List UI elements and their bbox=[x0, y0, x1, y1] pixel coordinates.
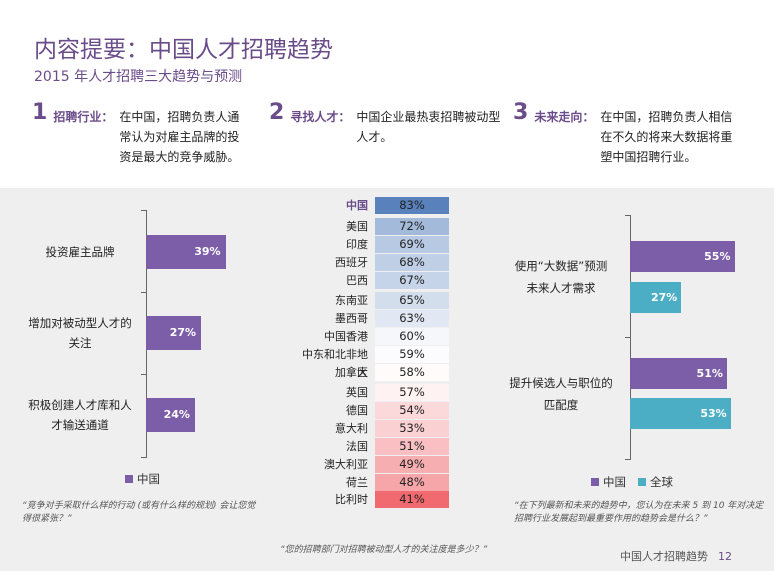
trend-body: 在中国，招聘负责人通常认为对雇主品牌的投资是最大的竞争威胁。 bbox=[119, 110, 240, 164]
footer: 中国人才招聘趋势 12 bbox=[620, 548, 732, 564]
heatmap-cell: 65% bbox=[375, 292, 449, 309]
heatmap-cell: 63% bbox=[375, 310, 449, 327]
trend-heading: 未来走向： bbox=[534, 110, 595, 124]
bar-china bbox=[146, 316, 202, 350]
trend-body: 中国企业最热衷招聘被动型人才。 bbox=[356, 110, 501, 144]
heatmap-cell: 51% bbox=[375, 438, 449, 455]
axis-tick bbox=[141, 292, 146, 293]
heatmap-cell: 68% bbox=[375, 254, 449, 271]
bar-china bbox=[146, 235, 226, 269]
trend-heading: 招聘行业： bbox=[53, 110, 114, 124]
axis-tick bbox=[141, 210, 146, 211]
heatmap-country-label: 中东和北非地区 bbox=[302, 348, 368, 379]
page-number: 12 bbox=[718, 550, 732, 563]
legend-swatch-global bbox=[638, 478, 646, 486]
heatmap-cell: 83% bbox=[375, 197, 449, 214]
axis-tick bbox=[141, 374, 146, 375]
heatmap-cell: 72% bbox=[375, 218, 449, 235]
heatmap-country-label: 加拿大 bbox=[335, 366, 368, 379]
heatmap-cell: 60% bbox=[375, 328, 449, 345]
heatmap-cell: 41% bbox=[375, 491, 449, 508]
heatmap-country-label: 美国 bbox=[346, 220, 368, 233]
heatmap-country-label: 墨西哥 bbox=[335, 312, 368, 325]
middle-note: “您的招聘部门对招聘被动型人才的关注度是多少？” bbox=[280, 545, 488, 555]
page-subtitle: 2015 年人才招聘三大趋势与预测 bbox=[34, 69, 243, 85]
legend-label-china: 中国 bbox=[603, 475, 626, 489]
heatmap-cell: 58% bbox=[375, 364, 449, 381]
axis-tick bbox=[625, 337, 630, 338]
heatmap-country-label: 意大利 bbox=[335, 422, 368, 435]
bar-value-label: 39% bbox=[194, 245, 221, 258]
heatmap-cell: 54% bbox=[375, 402, 449, 419]
heatmap-country-label: 澳大利亚 bbox=[324, 458, 368, 471]
category-label: 提升候选人与职位的 匹配度 bbox=[509, 375, 613, 412]
footer-text: 中国人才招聘趋势 bbox=[620, 550, 708, 563]
heatmap-cell: 48% bbox=[375, 474, 449, 491]
bar-value-label: 27% bbox=[169, 326, 197, 339]
bar-value-label: 53% bbox=[700, 407, 727, 420]
y-axis-line bbox=[630, 215, 631, 460]
axis-tick bbox=[625, 215, 630, 216]
heatmap-country-label: 西班牙 bbox=[335, 256, 368, 269]
heatmap-cell: 67% bbox=[375, 272, 449, 289]
heatmap-country-label: 英国 bbox=[346, 386, 368, 399]
bar-china bbox=[630, 358, 727, 389]
heatmap-country-label: 巴西 bbox=[346, 274, 368, 287]
bar-global bbox=[630, 282, 682, 313]
bar-china bbox=[146, 398, 195, 432]
category-label: 投资雇主品牌 bbox=[45, 245, 115, 259]
heatmap-country-label: 东南亚 bbox=[335, 294, 368, 307]
heatmap-country-label: 法国 bbox=[346, 440, 368, 453]
page-title: 内容提要：中国人才招聘趋势 bbox=[34, 37, 333, 63]
category-label: 积极创建人才库和人 才输送通道 bbox=[28, 398, 132, 432]
heatmap-cell: 49% bbox=[375, 456, 449, 473]
heatmap-country-label: 中国 bbox=[346, 199, 368, 212]
heatmap-cell: 53% bbox=[375, 420, 449, 437]
category-label: 增加对被动型人才的 关注 bbox=[28, 316, 132, 350]
heatmap-cell: 57% bbox=[375, 384, 449, 401]
bar-global bbox=[630, 398, 731, 429]
bar-china bbox=[630, 241, 735, 272]
left-legend: 中国 bbox=[125, 471, 160, 487]
legend-label-china: 中国 bbox=[137, 472, 160, 486]
heatmap-country-label: 荷兰 bbox=[346, 476, 368, 489]
bar-value-label: 24% bbox=[163, 408, 190, 421]
right-legend: 中国 全球 bbox=[591, 474, 673, 490]
heatmap-cell: 59% bbox=[375, 346, 449, 363]
bar-value-label: 55% bbox=[704, 250, 731, 263]
right-note: “在下列最新和未来的趋势中，您认为在未来 5 到 10 年对决定招聘行业发展起到… bbox=[514, 501, 764, 524]
trend-2: 2 寻找人才： 中国企业最热衷招聘被动型人才。 bbox=[269, 100, 506, 147]
left-note: “竞争对手采取什么样的行动 (或有什么样的规划) 会让您觉得很紧张？” bbox=[22, 501, 256, 524]
heatmap-country-label: 比利时 bbox=[335, 493, 368, 506]
trend-number: 2 bbox=[269, 100, 285, 125]
trend-number: 1 bbox=[32, 100, 48, 125]
trend-3: 3 未来走向： 在中国，招聘负责人相信在不久的将来大数据将重塑中国招聘行业。 bbox=[513, 100, 734, 167]
trend-number: 3 bbox=[513, 100, 529, 125]
heatmap-country-label: 中国香港 bbox=[324, 330, 368, 343]
legend-swatch-china bbox=[591, 478, 599, 486]
legend-swatch-china bbox=[125, 475, 133, 483]
axis-tick bbox=[625, 459, 630, 460]
axis-tick bbox=[141, 457, 146, 458]
heatmap-country-label: 印度 bbox=[346, 238, 368, 251]
trend-1: 1 招聘行业： 在中国，招聘负责人通常认为对雇主品牌的投资是最大的竞争威胁。 bbox=[32, 100, 249, 167]
category-label: 使用“大数据”预测 未来人才需求 bbox=[514, 259, 608, 295]
trend-body: 在中国，招聘负责人相信在不久的将来大数据将重塑中国招聘行业。 bbox=[600, 110, 733, 164]
legend-label-global: 全球 bbox=[650, 475, 673, 489]
bar-value-label: 51% bbox=[696, 367, 723, 380]
bar-value-label: 27% bbox=[650, 291, 678, 304]
heatmap-country-label: 德国 bbox=[346, 404, 368, 417]
trend-heading: 寻找人才： bbox=[290, 110, 351, 124]
heatmap-cell: 69% bbox=[375, 236, 449, 253]
